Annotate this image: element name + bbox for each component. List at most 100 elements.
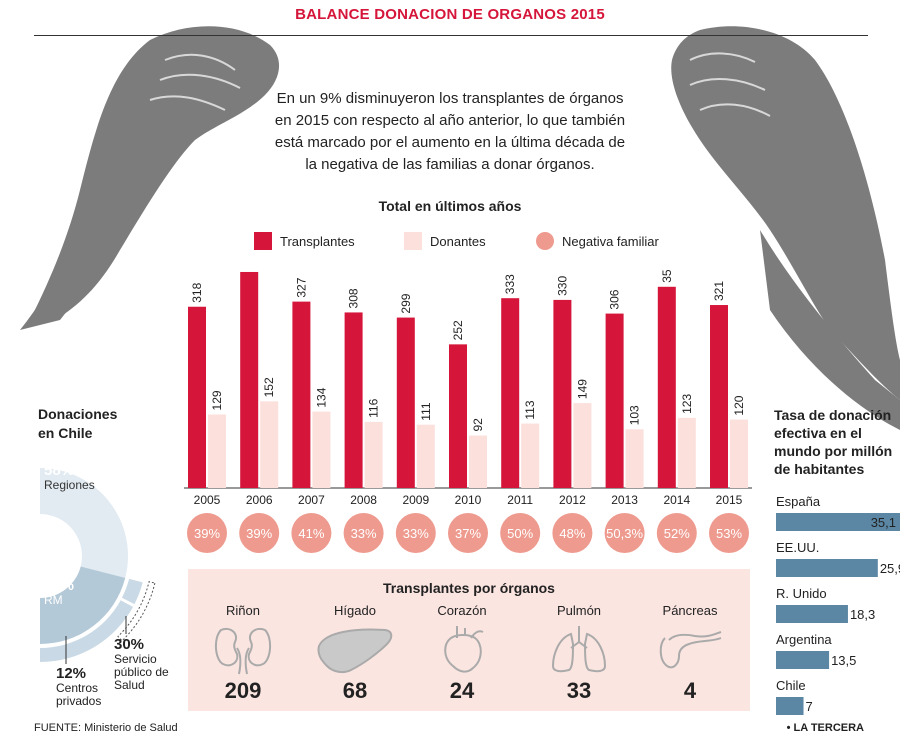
organ-name: Pulmón	[556, 603, 602, 618]
liver-icon	[317, 628, 393, 674]
organs-title: Transplantes por órganos	[383, 580, 555, 596]
data-label-transplantes: 333	[503, 274, 517, 294]
bar-donantes	[469, 435, 487, 488]
legend-label-transplantes: Transplantes	[280, 233, 355, 249]
bar-donantes	[573, 403, 592, 488]
negativa-circle	[656, 513, 697, 553]
donut-bracket	[117, 581, 156, 642]
tasa-value-label: 18,3	[850, 607, 875, 622]
negativa-circle	[187, 513, 227, 553]
donut-ring-privados	[40, 600, 133, 662]
tasa-value-label: 25,9	[880, 561, 900, 576]
data-label-transplantes: 308	[347, 288, 361, 308]
data-label-donantes: 152	[262, 377, 276, 397]
bar-donantes	[208, 414, 226, 488]
x-tick-label: 2013	[611, 493, 638, 507]
organ-value: 33	[566, 678, 592, 703]
slice-label-regiones: 58% Regiones	[44, 462, 95, 492]
bar-transplantes	[188, 306, 206, 488]
data-label-donantes: 134	[314, 387, 328, 407]
x-tick-label: 2008	[350, 493, 377, 507]
negativa-circle	[709, 513, 749, 553]
organ-name: Páncreas	[662, 603, 718, 618]
legend-item-donantes: Donantes	[404, 232, 486, 250]
slice-label-privados: 12% Centros privados	[56, 665, 116, 708]
tasa-value-label: 35,1	[871, 515, 896, 530]
organ-value: 209	[224, 678, 262, 703]
hands-illustration	[20, 26, 900, 430]
bar-transplantes	[501, 298, 520, 488]
organs-panel	[188, 569, 750, 711]
data-label-donantes: 129	[210, 390, 224, 410]
donut-ring-publico	[121, 578, 143, 605]
data-label-transplantes: 330	[555, 276, 569, 296]
tasa-title: Tasa de donación efectiva en el mundo po…	[774, 407, 893, 477]
bar-transplantes	[449, 344, 467, 488]
negativa-label: 52%	[664, 526, 690, 541]
data-label-transplantes: 252	[451, 320, 465, 340]
data-label-donantes: 111	[419, 402, 433, 421]
bar-donantes	[677, 417, 696, 488]
data-label-transplantes: 299	[399, 293, 413, 313]
page-title: BALANCE DONACION DE ORGANOS 2015	[295, 6, 605, 23]
bar-chart-total: 318129200539%379152200639%327134200741%3…	[184, 270, 752, 553]
slice-pct-regiones: 58%	[44, 462, 75, 479]
right-hand	[671, 26, 900, 430]
negativa-circle	[448, 513, 488, 553]
data-label-donantes: 116	[367, 398, 381, 417]
slice-pct-privados: 12%	[56, 665, 87, 682]
bar-donantes	[730, 419, 748, 488]
bar-donantes	[312, 411, 331, 488]
data-label-donantes: 123	[680, 394, 694, 414]
bar-transplantes	[292, 301, 311, 488]
bar-chart-tasa: España 35,1 EE.UU. 25,9 R. Unido 18,3 Argentin…	[776, 494, 900, 715]
tasa-category-label: Argentina	[776, 632, 832, 647]
tasa-value-label: 13,5	[831, 653, 856, 668]
negativa-label: 41%	[298, 526, 324, 541]
bar-donantes	[364, 421, 383, 488]
legend-item-transplantes: Transplantes	[254, 232, 355, 250]
pancreas-icon	[659, 631, 722, 669]
bar-transplantes	[240, 271, 259, 488]
slice-name-privados: Centros privados	[56, 681, 102, 708]
bar-transplantes	[396, 317, 415, 488]
negativa-label: 53%	[716, 526, 742, 541]
data-label-donantes: 149	[575, 379, 589, 399]
organ-value: 68	[342, 678, 368, 703]
bar-donantes	[416, 424, 435, 488]
organ-name: Riñon	[226, 603, 260, 618]
x-tick-label: 2015	[716, 493, 743, 507]
data-label-donantes: 113	[523, 400, 537, 419]
organ-heart: Corazón 24	[412, 603, 512, 704]
negativa-label: 37%	[455, 526, 481, 541]
negativa-circle	[291, 513, 332, 553]
x-tick-label: 2007	[298, 493, 325, 507]
tasa-bar	[776, 697, 804, 715]
slice-label-rm: 42% RM	[44, 577, 74, 607]
donut-slice-regiones	[40, 468, 129, 578]
negativa-circle	[604, 513, 645, 553]
legend-label-donantes: Donantes	[430, 233, 486, 249]
organ-name: Hígado	[334, 603, 376, 618]
slice-label-publico: 30% Servicio público de Salud	[114, 636, 186, 692]
organ-name: Corazón	[437, 603, 487, 618]
organ-lung: Pulmón 33	[529, 603, 629, 704]
legend-item-negativa: Negativa familiar	[536, 232, 659, 250]
intro-text: En un 9% disminuyeron los transplantes d…	[274, 90, 626, 173]
negativa-label: 50,3%	[606, 526, 643, 541]
data-label-transplantes: 353	[660, 270, 674, 283]
tasa-category-label: Chile	[776, 678, 806, 693]
source-note: FUENTE: Ministerio de Salud	[34, 722, 178, 734]
tasa-bar	[776, 651, 830, 669]
organ-value: 4	[683, 678, 697, 703]
tasa-bar	[776, 605, 848, 623]
data-label-transplantes: 321	[712, 281, 726, 301]
bar-transplantes	[344, 312, 363, 488]
tasa-category-label: R. Unido	[776, 586, 827, 601]
left-fingers	[149, 53, 241, 111]
lung-icon	[551, 626, 607, 673]
legend-swatch-donantes	[404, 232, 422, 250]
x-tick-label: 2011	[507, 493, 533, 507]
legend-label-negativa: Negativa familiar	[562, 233, 659, 249]
tasa-value-label: 7	[806, 699, 813, 714]
